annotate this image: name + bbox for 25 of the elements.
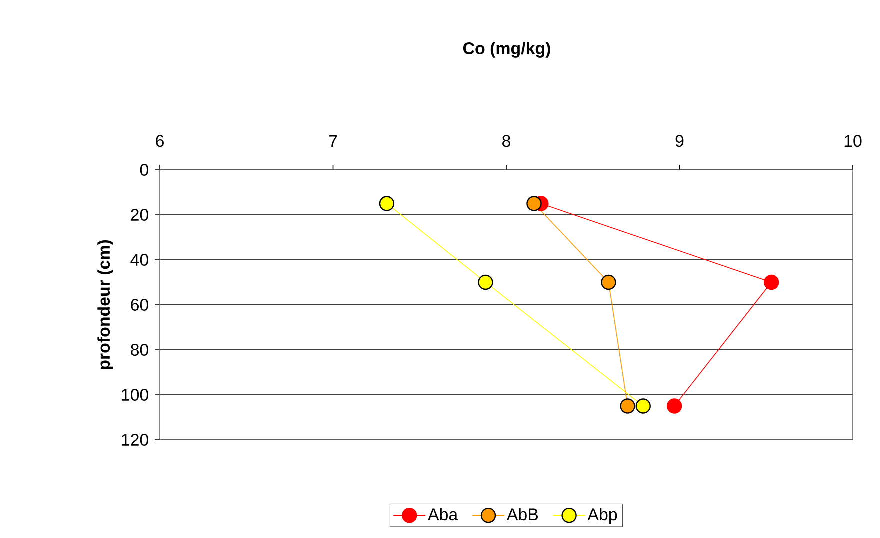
point [478, 274, 494, 290]
x-tick-label: 9 [676, 135, 684, 148]
x-tick-label: 7 [329, 135, 338, 148]
x-tick-label: 8 [502, 135, 510, 148]
legend-label: Abp [588, 508, 618, 524]
y-tick-label: 40 [130, 254, 149, 266]
legend-label: AbB [506, 508, 538, 521]
x-tick-label: 6 [156, 135, 164, 148]
point [601, 274, 616, 290]
y-tick-label: 20 [131, 208, 149, 221]
point [526, 196, 542, 212]
legend-label: Aba [428, 508, 458, 521]
y-tick-label: 100 [122, 388, 149, 401]
point [620, 398, 636, 414]
y-axis-title: profondeur (cm) [98, 240, 114, 370]
y-tick-label: 0 [140, 164, 149, 176]
point [379, 196, 395, 212]
y-tick-label: 80 [131, 344, 149, 356]
point [666, 398, 682, 414]
point [764, 274, 780, 290]
x-tick-label: 10 [844, 135, 862, 148]
point [636, 398, 651, 414]
y-tick-label: 60 [131, 298, 149, 311]
y-tick-label: 120 [122, 434, 149, 446]
chart-title: Co (mg/kg) [463, 42, 550, 58]
